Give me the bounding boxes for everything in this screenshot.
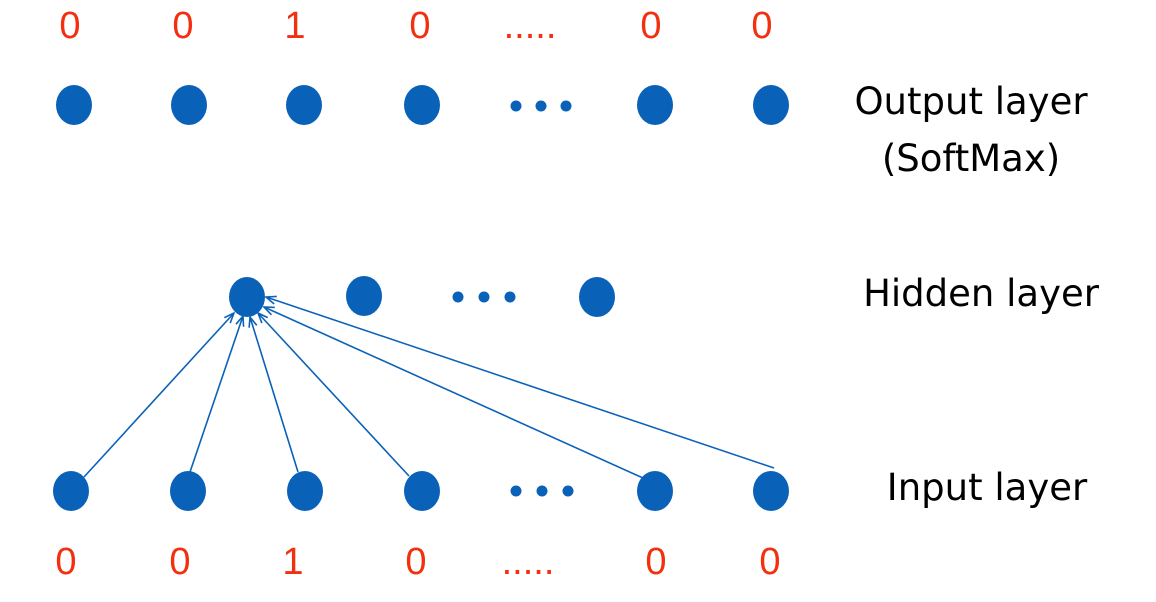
output-node xyxy=(753,85,789,125)
output-layer-sublabel: (SoftMax) xyxy=(882,137,1060,180)
ellipsis-dot xyxy=(452,291,464,303)
output-ellipsis-dots xyxy=(510,100,572,112)
output-value: 0 xyxy=(59,5,80,47)
input-value-ellipsis: ..... xyxy=(502,541,555,583)
connection-arrow xyxy=(264,307,644,479)
hidden-node xyxy=(346,276,382,316)
input-nodes xyxy=(53,471,789,511)
connection-arrow xyxy=(258,313,410,477)
output-node xyxy=(637,85,673,125)
output-value: 0 xyxy=(751,5,772,47)
ellipsis-dot xyxy=(560,100,572,112)
ellipsis-dot xyxy=(562,485,574,497)
output-layer-label: Output layer xyxy=(854,80,1088,123)
input-node xyxy=(404,471,440,511)
ellipsis-dot xyxy=(510,100,522,112)
input-value: 1 xyxy=(282,541,303,583)
ellipsis-dot xyxy=(504,291,516,303)
output-nodes xyxy=(56,85,789,125)
output-value: 0 xyxy=(172,5,193,47)
output-node xyxy=(404,85,440,125)
output-node xyxy=(171,85,207,125)
input-node xyxy=(637,471,673,511)
input-values: 0 0 1 0 ..... 0 0 xyxy=(55,541,780,583)
output-value: 0 xyxy=(409,5,430,47)
connections xyxy=(83,297,775,479)
output-values: 0 0 1 0 ..... 0 0 xyxy=(59,5,772,47)
input-node xyxy=(287,471,323,511)
input-ellipsis-dots xyxy=(510,485,574,497)
ellipsis-dot xyxy=(478,291,490,303)
input-value: 0 xyxy=(55,541,76,583)
output-node xyxy=(286,85,322,125)
output-value-ellipsis: ..... xyxy=(504,5,557,47)
hidden-ellipsis-dots xyxy=(452,291,516,303)
connection-arrow xyxy=(189,316,243,473)
connection-arrow xyxy=(266,297,775,469)
input-value: 0 xyxy=(759,541,780,583)
hidden-node xyxy=(229,277,265,317)
connection-arrow xyxy=(83,313,234,478)
ellipsis-dot xyxy=(535,100,547,112)
hidden-node xyxy=(579,277,615,317)
hidden-layer-label: Hidden layer xyxy=(863,272,1100,315)
output-node xyxy=(56,85,92,125)
output-value: 1 xyxy=(284,5,305,47)
input-node xyxy=(753,471,789,511)
input-value: 0 xyxy=(645,541,666,583)
connection-arrow xyxy=(250,317,299,473)
hidden-nodes xyxy=(229,276,615,317)
input-value: 0 xyxy=(405,541,426,583)
input-node xyxy=(53,471,89,511)
ellipsis-dot xyxy=(510,485,522,497)
ellipsis-dot xyxy=(536,485,548,497)
input-node xyxy=(170,471,206,511)
input-value: 0 xyxy=(169,541,190,583)
input-layer-label: Input layer xyxy=(887,466,1088,509)
output-value: 0 xyxy=(640,5,661,47)
